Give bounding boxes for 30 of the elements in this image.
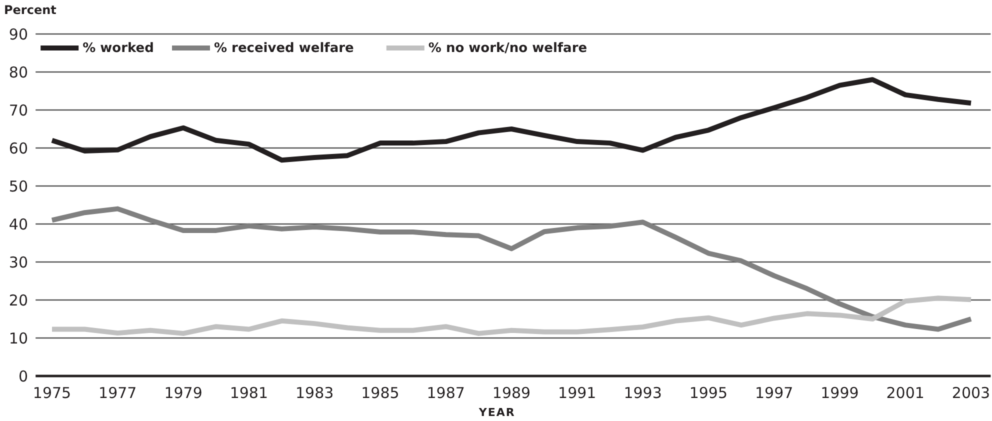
x-tick-label: 1981 <box>230 384 268 402</box>
y-tick-label: 40 <box>8 215 28 234</box>
y-tick-label: 0 <box>18 367 28 386</box>
y-tick-label: 60 <box>8 139 28 158</box>
x-tick-label: 1975 <box>32 384 72 402</box>
x-tick-label: 1997 <box>754 384 794 402</box>
legend-label: % worked <box>82 41 154 56</box>
y-tick-label: 90 <box>8 25 28 44</box>
x-tick-label: 1989 <box>492 384 531 402</box>
y-tick-label: 50 <box>8 177 28 196</box>
y-tick-label: 20 <box>8 291 28 310</box>
x-tick-label: 1995 <box>689 384 728 402</box>
x-tick-label: 1977 <box>98 384 137 402</box>
x-tick-label: 2003 <box>952 384 990 402</box>
y-tick-label: 70 <box>8 101 28 120</box>
x-tick-label: 1983 <box>295 384 334 402</box>
x-tick-label: 1993 <box>624 384 662 402</box>
x-tick-label: 1987 <box>426 384 465 402</box>
x-tick-label: 1985 <box>361 384 400 402</box>
y-tick-label: 80 <box>8 63 28 82</box>
x-tick-label: 1999 <box>820 384 859 402</box>
x-axis-title: YEAR <box>478 406 516 419</box>
x-tick-label: 1979 <box>164 384 202 402</box>
legend-label: % no work/no welfare <box>428 41 588 56</box>
y-tick-label: 10 <box>8 329 28 348</box>
legend-label: % received welfare <box>214 41 354 56</box>
x-tick-label: 1991 <box>558 384 596 402</box>
y-tick-label: 30 <box>8 253 28 272</box>
x-tick-label: 2001 <box>886 384 924 402</box>
y-axis-title: Percent <box>4 3 57 17</box>
